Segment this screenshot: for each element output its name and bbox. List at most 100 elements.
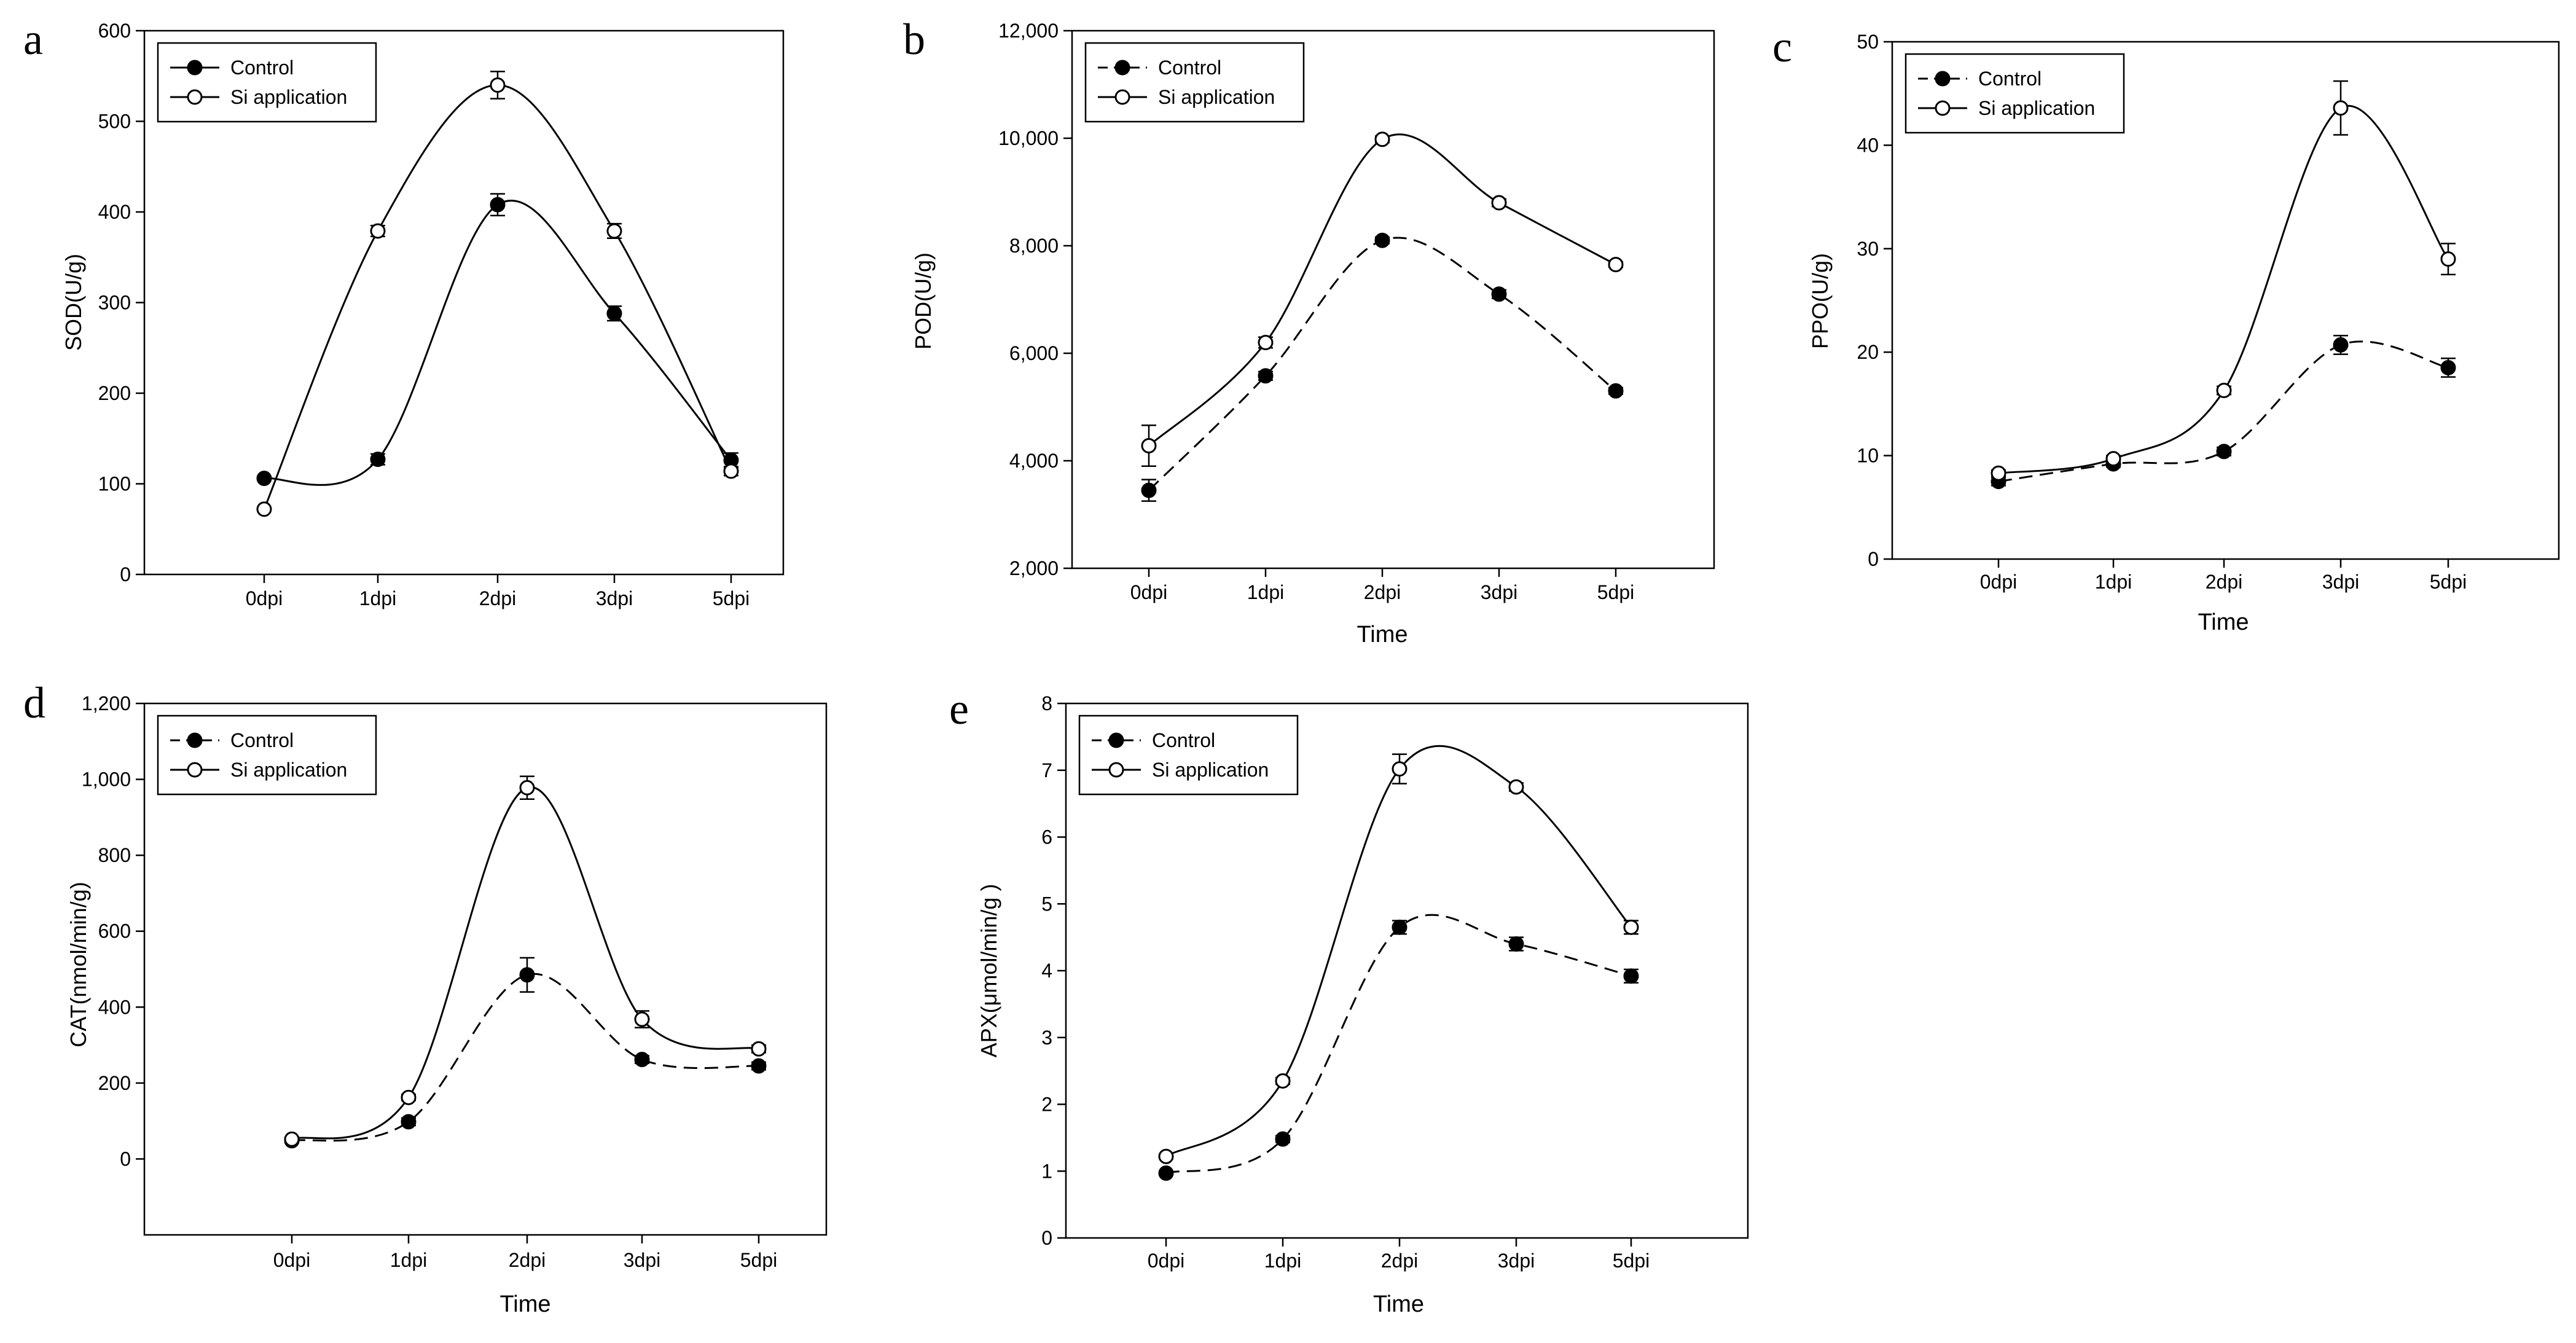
data-point-control <box>370 452 386 468</box>
y-tick-label: 1,200 <box>82 692 131 715</box>
data-point-control <box>634 1052 650 1068</box>
y-tick-label: 50 <box>1857 31 1879 53</box>
data-point-si-application <box>1141 438 1157 453</box>
data-point-si-application <box>606 223 622 239</box>
data-point-control <box>490 197 506 213</box>
y-tick-label: 0 <box>1041 1227 1052 1249</box>
legend-marker <box>1114 60 1130 76</box>
chart-panel-a: a 0 100 200 300 400 500 600 0dpi 1dpi 2dpi 3dpi 5dpi… <box>23 15 785 609</box>
legend-label: Control <box>230 729 294 751</box>
x-tick-label: 0dpi <box>246 587 283 609</box>
series-line-control <box>1998 340 2449 483</box>
data-point-control <box>2440 359 2456 375</box>
x-tick-label: 1dpi <box>1264 1250 1302 1272</box>
y-tick-label: 2 <box>1041 1094 1052 1116</box>
y-tick-label: 800 <box>98 844 131 866</box>
legend-marker <box>187 762 203 778</box>
x-tick-label: 3dpi <box>2322 571 2360 593</box>
chart-panel-d: d 0 200 400 600 800 1,000 1,200 0dpi 1dpi 2dpi 3dpi… <box>23 678 828 1317</box>
data-point-si-application <box>1608 257 1624 273</box>
data-point-si-application <box>1508 779 1524 795</box>
data-point-si-application <box>1275 1073 1291 1089</box>
data-point-control <box>2333 337 2349 353</box>
y-tick-label: 1 <box>1041 1160 1052 1182</box>
data-point-si-application <box>256 501 272 517</box>
data-point-control <box>519 967 535 983</box>
data-point-control <box>401 1114 417 1130</box>
x-tick-label: 5dpi <box>2430 571 2467 593</box>
data-point-si-application <box>634 1011 650 1027</box>
legend-label: Control <box>1978 68 2042 90</box>
data-point-si-application <box>2216 383 2232 399</box>
x-tick-label: 0dpi <box>1980 571 2018 593</box>
x-tick-label: 2dpi <box>2206 571 2243 593</box>
plot-frame <box>143 702 828 1236</box>
y-tick-label: 30 <box>1857 238 1879 260</box>
data-point-control <box>1158 1165 1174 1181</box>
legend-box <box>157 715 377 796</box>
chart-panel-c: c 0 10 20 30 40 50 0dpi 1dpi 2dpi 3dpi 5dpi PPO(U/g)… <box>1772 22 2560 635</box>
y-axis-label: APX(μmol/min/g ) <box>976 884 1001 1058</box>
x-tick-label: 0dpi <box>273 1249 311 1271</box>
y-tick-label: 10 <box>1857 445 1879 467</box>
data-point-si-application <box>1392 761 1407 777</box>
legend: Control Si application <box>157 715 377 796</box>
data-point-si-application <box>1491 195 1507 211</box>
x-tick-label: 2dpi <box>1364 581 1401 603</box>
y-tick-label: 12,000 <box>998 20 1059 42</box>
x-tick-label: 1dpi <box>2095 571 2132 593</box>
panel-letter: c <box>1772 22 1792 71</box>
y-tick-label: 6 <box>1041 826 1052 848</box>
legend-marker <box>187 60 203 76</box>
data-point-control <box>1392 919 1407 935</box>
legend-marker <box>1935 100 1951 116</box>
legend-label: Si application <box>230 759 347 781</box>
x-tick-label: 1dpi <box>359 587 397 609</box>
x-tick-label: 3dpi <box>624 1249 661 1271</box>
y-tick-label: 400 <box>98 201 131 223</box>
series-line-si-application <box>1998 104 2449 474</box>
panel-letter: a <box>23 15 43 64</box>
y-tick-label: 100 <box>98 473 131 495</box>
y-tick-label: 8,000 <box>1009 235 1059 257</box>
x-tick-label: 5dpi <box>1613 1250 1650 1272</box>
x-axis-label: Time <box>499 1291 550 1317</box>
data-point-control <box>1258 368 1274 384</box>
legend-label: Si application <box>1152 759 1269 781</box>
data-point-si-application <box>2440 251 2456 267</box>
plot-frame <box>1891 41 2560 560</box>
x-tick-label: 0dpi <box>1130 581 1168 603</box>
data-point-control <box>1623 968 1639 984</box>
y-tick-label: 2,000 <box>1009 557 1059 579</box>
y-tick-label: 600 <box>98 20 131 42</box>
series-line-control <box>264 200 732 486</box>
panel-letter: d <box>23 678 45 727</box>
legend: Control Si application <box>157 42 377 123</box>
legend-label: Si application <box>1978 97 2095 119</box>
data-point-control <box>1141 482 1157 498</box>
data-point-control <box>1491 286 1507 302</box>
y-tick-label: 0 <box>120 563 131 585</box>
data-point-si-application <box>284 1131 300 1147</box>
legend-box <box>1905 53 2125 134</box>
series-line-si-application <box>1148 133 1616 447</box>
data-point-si-application <box>723 463 739 479</box>
y-tick-label: 8 <box>1041 692 1052 715</box>
y-tick-label: 10,000 <box>998 127 1059 149</box>
y-tick-label: 200 <box>98 1072 131 1094</box>
x-tick-label: 3dpi <box>1481 581 1518 603</box>
legend-label: Si application <box>1158 86 1275 108</box>
x-tick-label: 2dpi <box>509 1249 546 1271</box>
legend-label: Si application <box>230 86 347 108</box>
x-tick-label: 1dpi <box>390 1249 428 1271</box>
series-line-control <box>291 973 759 1142</box>
y-tick-label: 500 <box>98 111 131 133</box>
plot-frame <box>1071 29 1715 570</box>
x-tick-label: 2dpi <box>1381 1250 1419 1272</box>
x-tick-label: 5dpi <box>713 587 750 609</box>
x-tick-label: 0dpi <box>1148 1250 1185 1272</box>
legend-marker <box>1108 762 1124 778</box>
legend-marker <box>1114 89 1130 105</box>
legend-box <box>1078 715 1299 796</box>
